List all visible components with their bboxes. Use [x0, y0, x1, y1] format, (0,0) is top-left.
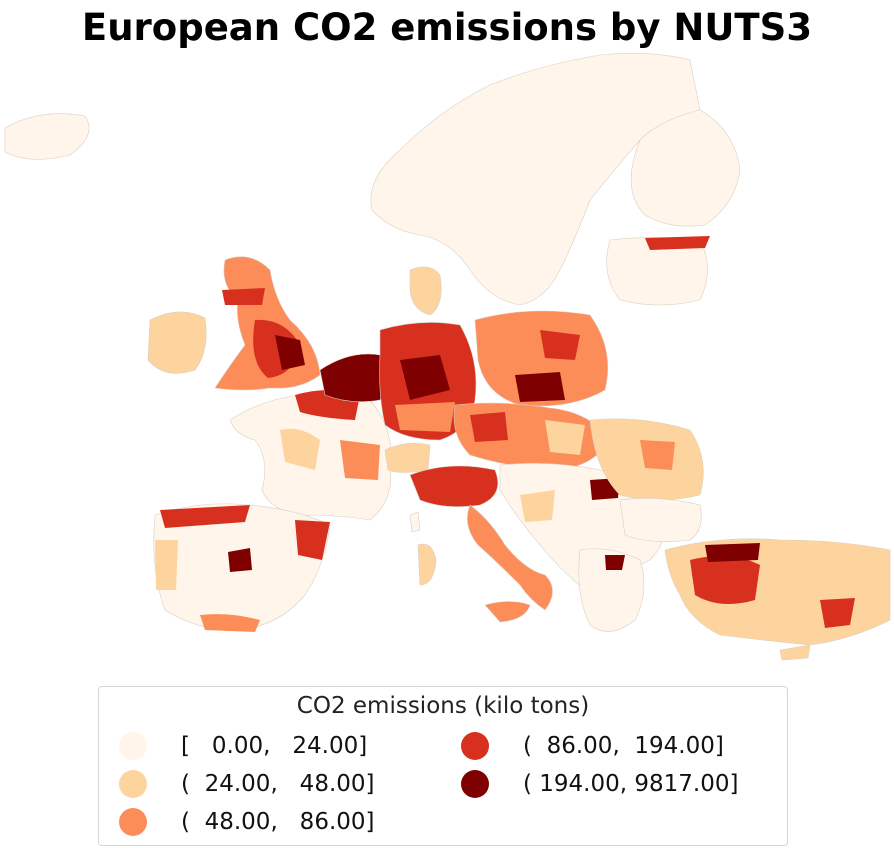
region-greece	[578, 548, 645, 632]
region-italy	[467, 504, 553, 611]
region-iceland	[4, 113, 90, 160]
legend-swatch	[119, 808, 147, 836]
region-corsica	[409, 511, 421, 533]
region-gb-core	[275, 335, 305, 370]
region-germany-inner	[400, 355, 450, 400]
region-sardinia	[417, 543, 437, 586]
region-sicily	[484, 601, 531, 623]
region-iberia-north	[160, 505, 250, 528]
region-cyprus	[779, 644, 811, 661]
legend-item: [ 0.00, 24.00]	[119, 729, 461, 763]
region-germany-south	[395, 402, 455, 432]
legend-swatch	[461, 732, 489, 760]
region-turkey-south	[820, 598, 855, 628]
region-scotland-belt	[222, 288, 265, 305]
region-iberia-west	[155, 540, 178, 590]
legend-item: ( 24.00, 48.00]	[119, 767, 461, 801]
map-title: European CO2 emissions by NUTS3	[81, 6, 813, 49]
region-central-b	[470, 412, 508, 442]
region-italy-north	[409, 465, 499, 507]
legend-label: ( 48.00, 86.00]	[181, 809, 375, 835]
region-switzerland	[384, 443, 431, 473]
region-iberia-madrid	[228, 548, 252, 572]
legend-title: CO2 emissions (kilo tons)	[296, 693, 590, 719]
legend-grid: [ 0.00, 24.00] ( 24.00, 48.00] ( 48.00, …	[119, 729, 761, 839]
legend-label: ( 194.00, 9817.00]	[523, 771, 739, 797]
europe-choropleth-map	[4, 53, 891, 661]
region-france-east	[340, 440, 380, 480]
region-turkey-marmara	[705, 543, 760, 562]
region-baltics-b	[645, 236, 710, 250]
legend-label: [ 0.00, 24.00]	[181, 733, 368, 759]
legend-swatch	[119, 770, 147, 798]
region-scandinavia	[370, 53, 701, 306]
region-poland-center	[540, 330, 580, 360]
region-romania-b	[640, 440, 675, 470]
legend-label: ( 86.00, 194.00]	[523, 733, 724, 759]
legend-item: ( 194.00, 9817.00]	[461, 767, 761, 801]
legend-swatch	[461, 770, 489, 798]
map-legend: CO2 emissions (kilo tons) [ 0.00, 24.00]…	[98, 686, 788, 846]
legend-item: ( 86.00, 194.00]	[461, 729, 761, 763]
region-balkans-b	[520, 490, 555, 522]
region-iberia-cat	[295, 520, 330, 560]
region-turkey-west	[690, 556, 760, 604]
region-denmark	[409, 266, 442, 316]
region-benelux	[319, 353, 386, 402]
region-finland	[630, 109, 741, 227]
region-greece-b	[605, 555, 625, 570]
legend-item: ( 48.00, 86.00]	[119, 805, 461, 839]
region-ireland	[147, 311, 207, 374]
region-central-c	[545, 420, 585, 455]
region-iberia-south	[200, 614, 260, 632]
region-france-mid	[280, 428, 320, 470]
legend-swatch	[119, 732, 147, 760]
legend-label: ( 24.00, 48.00]	[181, 771, 375, 797]
region-poland-silesia	[515, 372, 565, 402]
region-bulgaria	[619, 498, 702, 542]
